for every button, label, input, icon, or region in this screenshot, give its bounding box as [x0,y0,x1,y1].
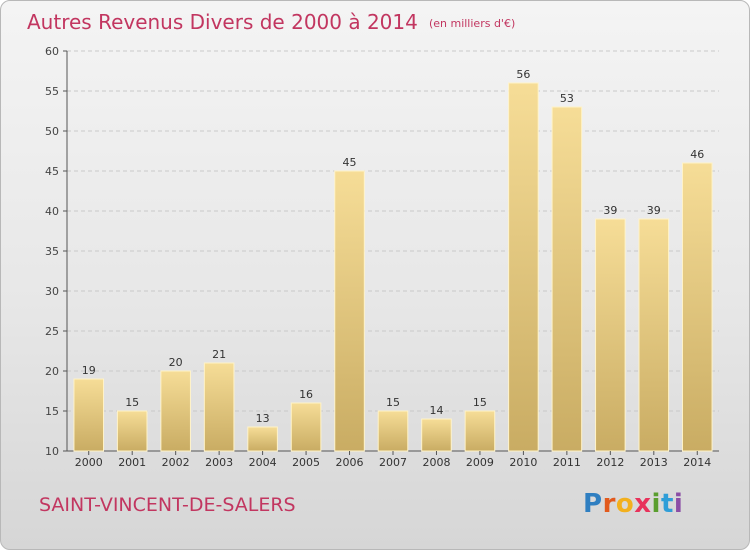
y-tick-label: 20 [45,365,59,378]
bar [551,106,583,452]
y-tick-label: 10 [45,445,59,458]
bar-value-label: 14 [429,404,443,417]
x-tick-label: 2010 [509,456,537,469]
x-tick-label: 2013 [640,456,668,469]
bar [73,378,105,452]
bar [377,410,409,452]
bar-value-label: 21 [212,348,226,361]
bar [203,362,235,452]
commune-name: SAINT-VINCENT-DE-SALERS [39,494,296,516]
bar-value-label: 53 [560,92,574,105]
chart-title: Autres Revenus Divers de 2000 à 2014 [27,10,418,34]
y-tick-label: 50 [45,125,59,138]
bar-value-label: 15 [473,396,487,409]
y-tick-label: 60 [45,45,59,58]
bar [421,418,452,452]
logo-letter: t [660,489,674,519]
x-tick-label: 2003 [205,456,233,469]
bar [160,370,191,452]
y-tick-label: 55 [45,85,59,98]
bar [334,170,365,452]
y-tick-label: 45 [45,165,59,178]
chart-unit: (en milliers d'€) [428,17,516,30]
bar-value-label: 39 [603,204,617,217]
bar-value-label: 20 [169,356,183,369]
y-tick-label: 40 [45,205,59,218]
y-tick-label: 30 [45,285,59,298]
bar [638,218,670,452]
bar-value-label: 39 [647,204,661,217]
bar [290,402,322,452]
x-tick-label: 2011 [553,456,581,469]
bar [247,426,278,452]
logo-letter: P [583,489,603,519]
y-tick-label: 25 [45,325,59,338]
x-tick-label: 2000 [75,456,103,469]
bar-value-label: 56 [516,68,530,81]
bar-value-label: 45 [343,156,357,169]
x-tick-label: 2014 [683,456,711,469]
bar-value-label: 16 [299,388,313,401]
logo-letter: i [673,489,684,519]
bar-value-label: 13 [256,412,270,425]
bar-value-label: 15 [125,396,139,409]
logo-letter: i [651,489,661,519]
x-tick-label: 2001 [118,456,146,469]
bar-value-label: 19 [82,364,96,377]
bar-value-label: 15 [386,396,400,409]
x-tick-label: 2006 [336,456,364,469]
x-tick-label: 2004 [249,456,277,469]
bar [508,82,539,452]
x-tick-label: 2002 [162,456,190,469]
logo-letter: x [634,489,652,519]
bar [116,410,148,452]
y-tick-label: 15 [45,405,59,418]
proxiti-logo: Proxiti [583,489,683,519]
x-tick-label: 2009 [466,456,494,469]
chart-title-block: Autres Revenus Divers de 2000 à 2014 (en… [27,10,515,34]
bar [681,162,713,452]
y-tick-label: 35 [45,245,59,258]
logo-letter: r [602,489,616,519]
x-tick-label: 2005 [292,456,320,469]
logo-letter: o [615,489,635,519]
bar-value-label: 46 [690,148,704,161]
x-tick-label: 2008 [422,456,450,469]
bar [595,218,626,452]
x-tick-label: 2007 [379,456,407,469]
x-tick-label: 2012 [596,456,624,469]
bar [464,410,496,452]
